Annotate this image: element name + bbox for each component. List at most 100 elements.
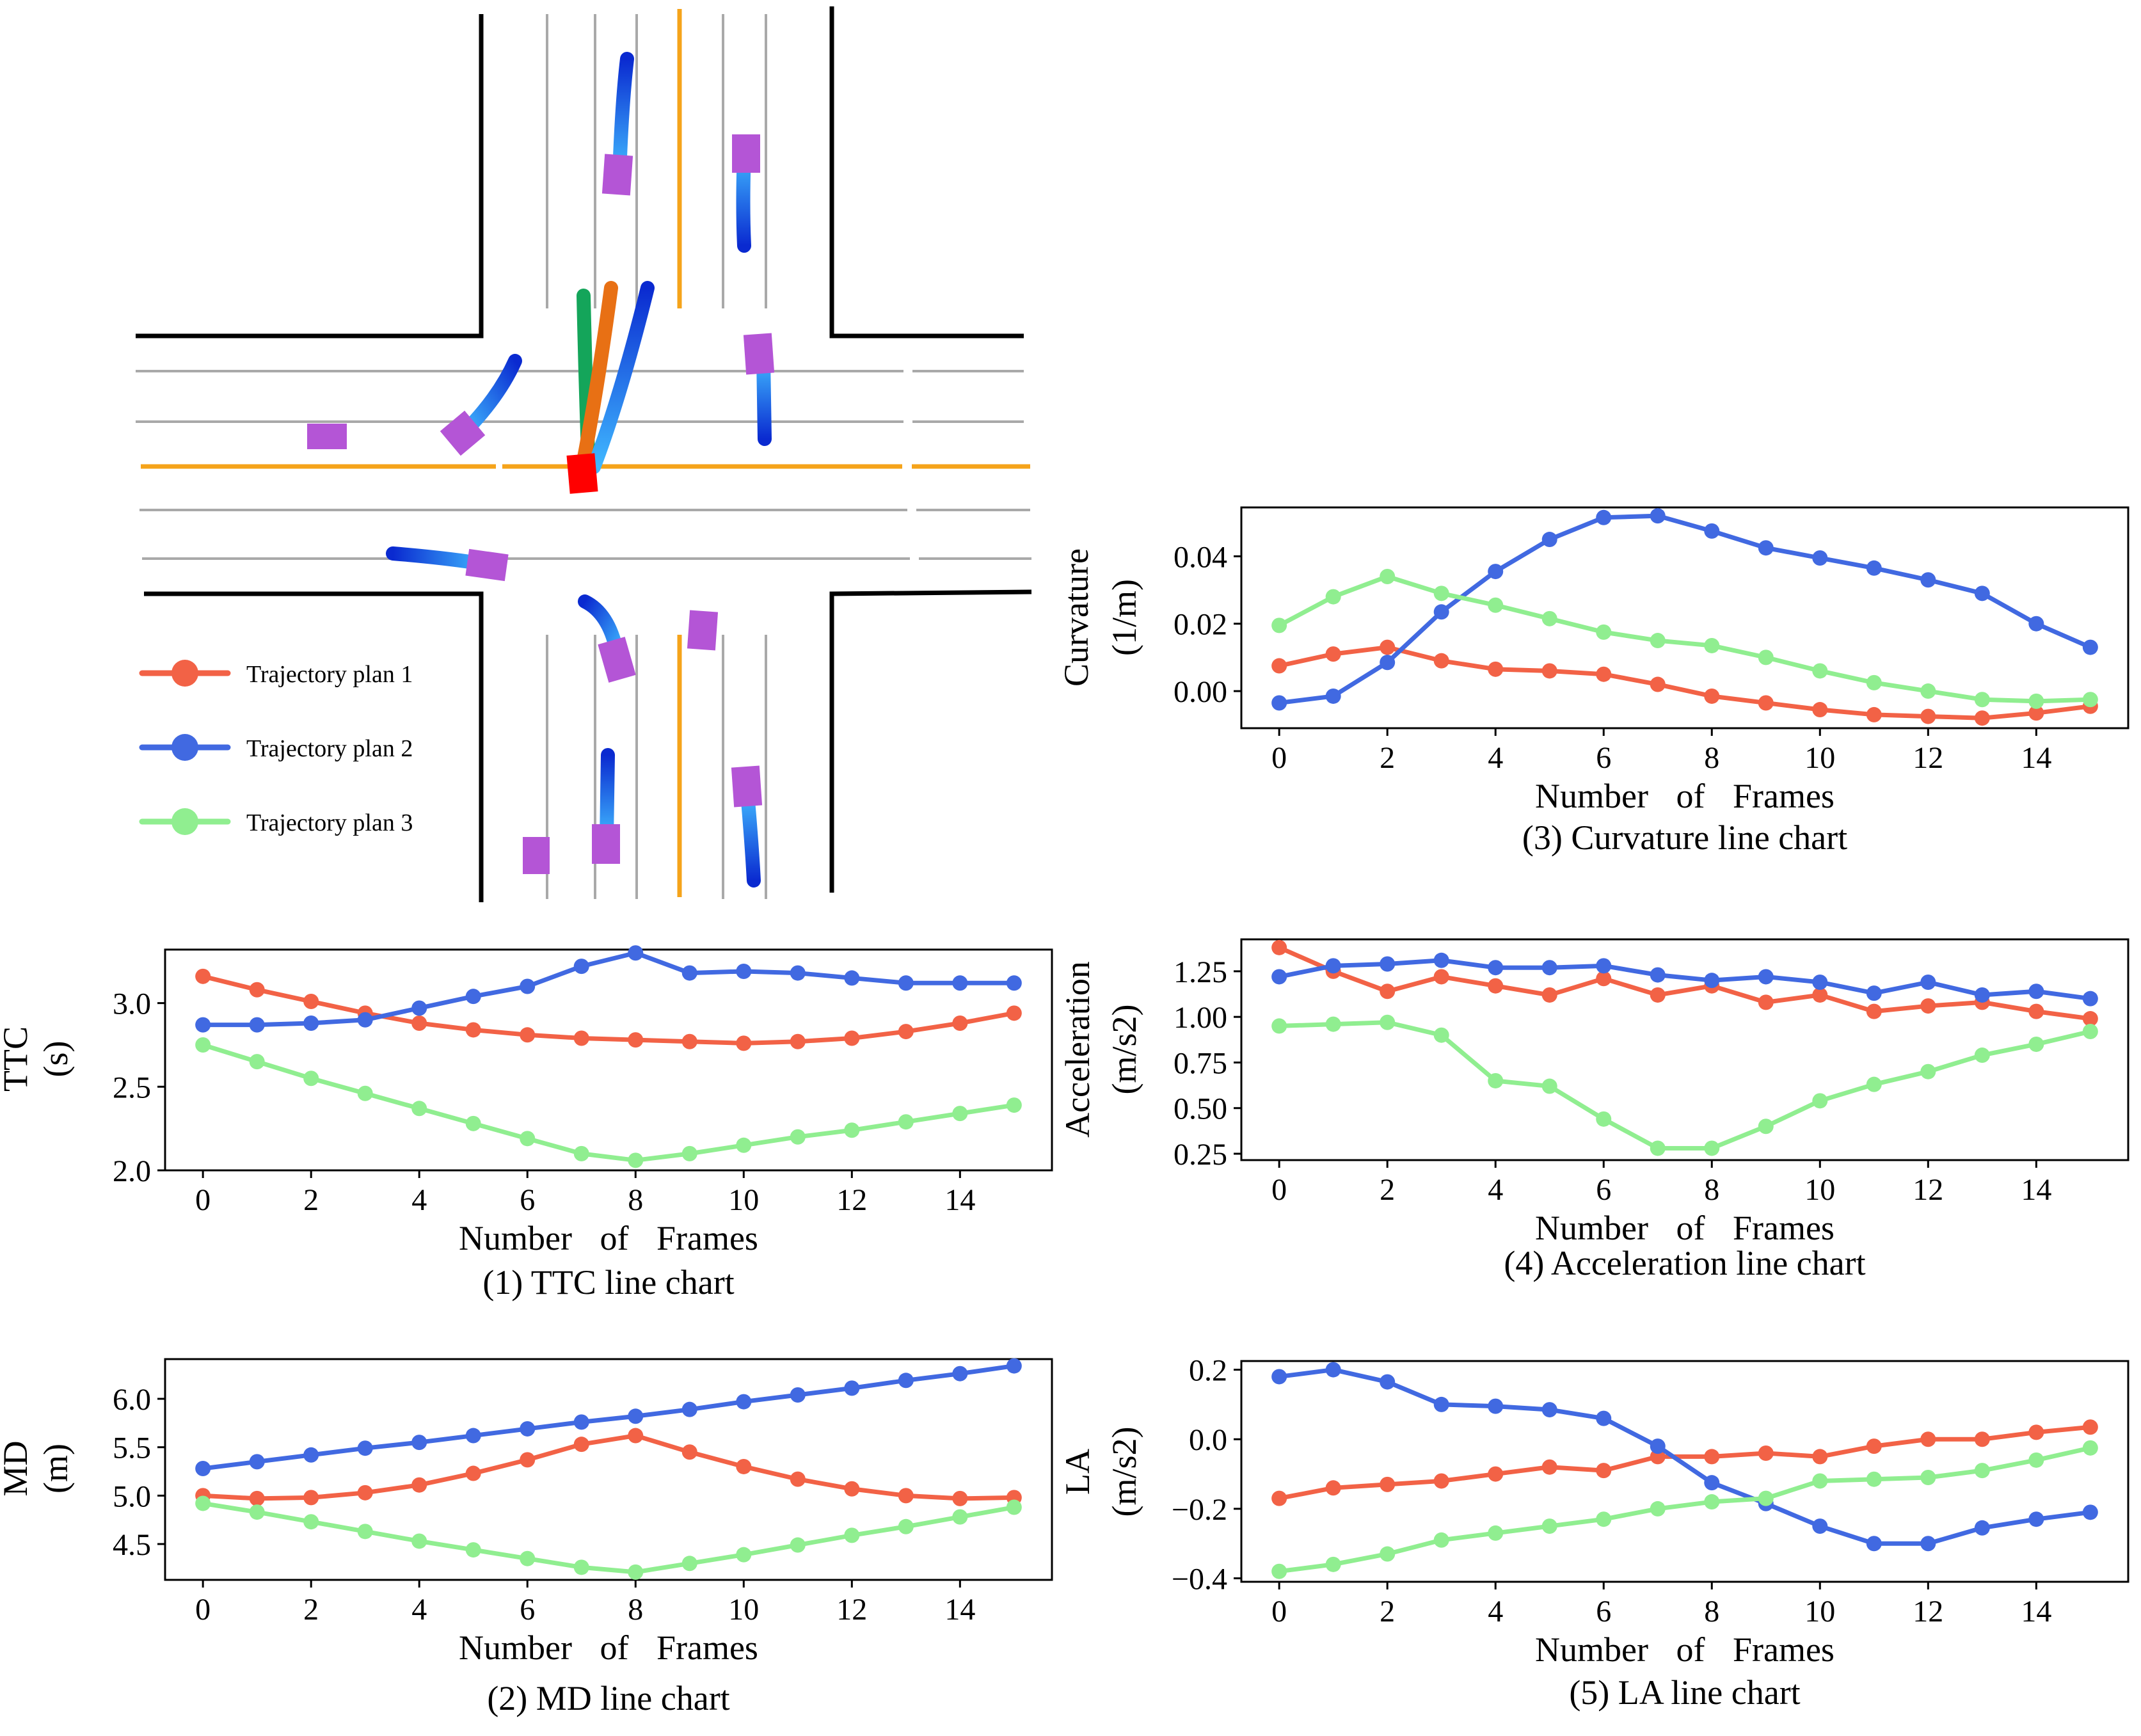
x-tick-label: 0 [1271,741,1287,775]
data-point [736,1035,752,1051]
data-point [411,1435,427,1451]
data-point [1433,969,1449,985]
data-point [1866,1076,1882,1092]
data-point [2082,1504,2098,1520]
x-tick-label: 8 [1704,741,1719,775]
data-point [1488,564,1504,580]
series-line [1278,945,2091,1021]
data-point [2028,1424,2044,1440]
ttc-x-axis-label: Number of Frames [459,1219,758,1257]
data-point [1380,983,1396,999]
data-point [790,1537,806,1553]
x-tick-label: 8 [628,1183,643,1217]
data-point [1271,1490,1287,1506]
x-tick-label: 10 [728,1183,759,1217]
md-x-axis-label: Number of Frames [459,1628,758,1667]
legend-marker [171,660,198,687]
data-point [1758,1445,1774,1461]
data-point [1433,585,1449,601]
data-point [1488,978,1504,994]
series-line [203,950,1014,1028]
data-point [898,1488,914,1504]
data-point [1380,1374,1396,1390]
y-tick-label: 0.25 [1174,1138,1227,1172]
x-tick-label: 8 [628,1593,643,1627]
data-point [1866,1471,1882,1487]
series-plan-1 [195,968,1022,1051]
data-point [736,1394,752,1410]
data-point [2028,983,2044,999]
data-point [1006,1499,1022,1515]
x-tick-label: 14 [2021,741,2051,775]
data-point [2028,616,2044,632]
x-tick-label: 8 [1704,1173,1719,1207]
ttc-y-axis-label: (s) [36,1041,75,1078]
la-caption: (5) LA line chart [1569,1673,1800,1712]
data-point [573,1030,589,1046]
la-x-axis-label: Number of Frames [1535,1630,1835,1669]
series-plan-2 [195,945,1022,1033]
series-plan-2 [1271,508,2098,711]
data-point [1974,585,1990,601]
data-point [465,1115,481,1131]
x-tick-label: 14 [944,1183,975,1217]
data-point [790,1129,806,1145]
data-point [1974,692,1990,708]
data-point [844,970,860,986]
x-tick-label: 12 [1913,1173,1943,1207]
y-tick-label: 5.5 [113,1431,151,1465]
series-line [202,1364,1015,1471]
series-plan-3 [1271,568,2098,709]
acceleration-x-axis-label: Number of Frames [1535,1209,1835,1247]
data-point [1812,663,1828,679]
y-tick-label: 0.50 [1174,1092,1227,1126]
data-point [1704,688,1720,704]
data-point [1704,637,1720,653]
road-curbs [136,6,1032,902]
x-tick-label: 0 [195,1183,211,1217]
md-y-axis-label: MD [0,1440,35,1496]
vehicle-box [465,548,509,582]
data-point [681,1033,697,1049]
series-plan-2 [1271,952,2098,1007]
x-tick-label: 6 [520,1183,535,1217]
md-caption: (2) MD line chart [487,1679,729,1717]
x-tick-label: 14 [2021,1595,2051,1628]
data-point [465,1022,481,1038]
data-point [1271,617,1287,633]
series-plan-1 [1271,1419,2098,1506]
data-point [573,1414,589,1430]
curvature-caption: (3) Curvature line chart [1522,818,1847,857]
data-point [1650,967,1666,983]
data-point [465,1542,481,1558]
data-point [520,1027,536,1043]
data-point [520,1550,536,1566]
data-point [357,1085,373,1101]
data-point [790,1387,806,1403]
legend-label: Trajectory plan 1 [246,661,413,688]
data-point [898,1518,914,1534]
data-point [1704,973,1720,989]
acceleration-caption: (4) Acceleration line chart [1504,1244,1865,1282]
data-point [1812,550,1828,566]
x-tick-label: 10 [1804,741,1835,775]
data-point [1758,1490,1774,1506]
curvature-plot-frame [1240,506,2129,729]
x-tick-label: 4 [1488,1595,1503,1628]
data-point [1920,708,1936,724]
curvature-y-axis-label: (1/m) [1105,579,1143,656]
data-point [249,1490,265,1506]
vehicle-box [601,154,633,196]
series-plan-1 [1271,939,2098,1027]
data-point [1541,532,1557,548]
curvature-x-axis-label: Number of Frames [1535,777,1835,815]
ttc-y-axis-label: TTC [0,1026,35,1092]
data-point [1920,998,1936,1014]
data-point [2028,1452,2044,1468]
data-point [1433,653,1449,669]
data-point [1920,1470,1936,1486]
x-tick-label: 2 [303,1593,319,1627]
data-point [628,1428,644,1444]
la-y-axis-label: (m/s2) [1105,1427,1143,1517]
